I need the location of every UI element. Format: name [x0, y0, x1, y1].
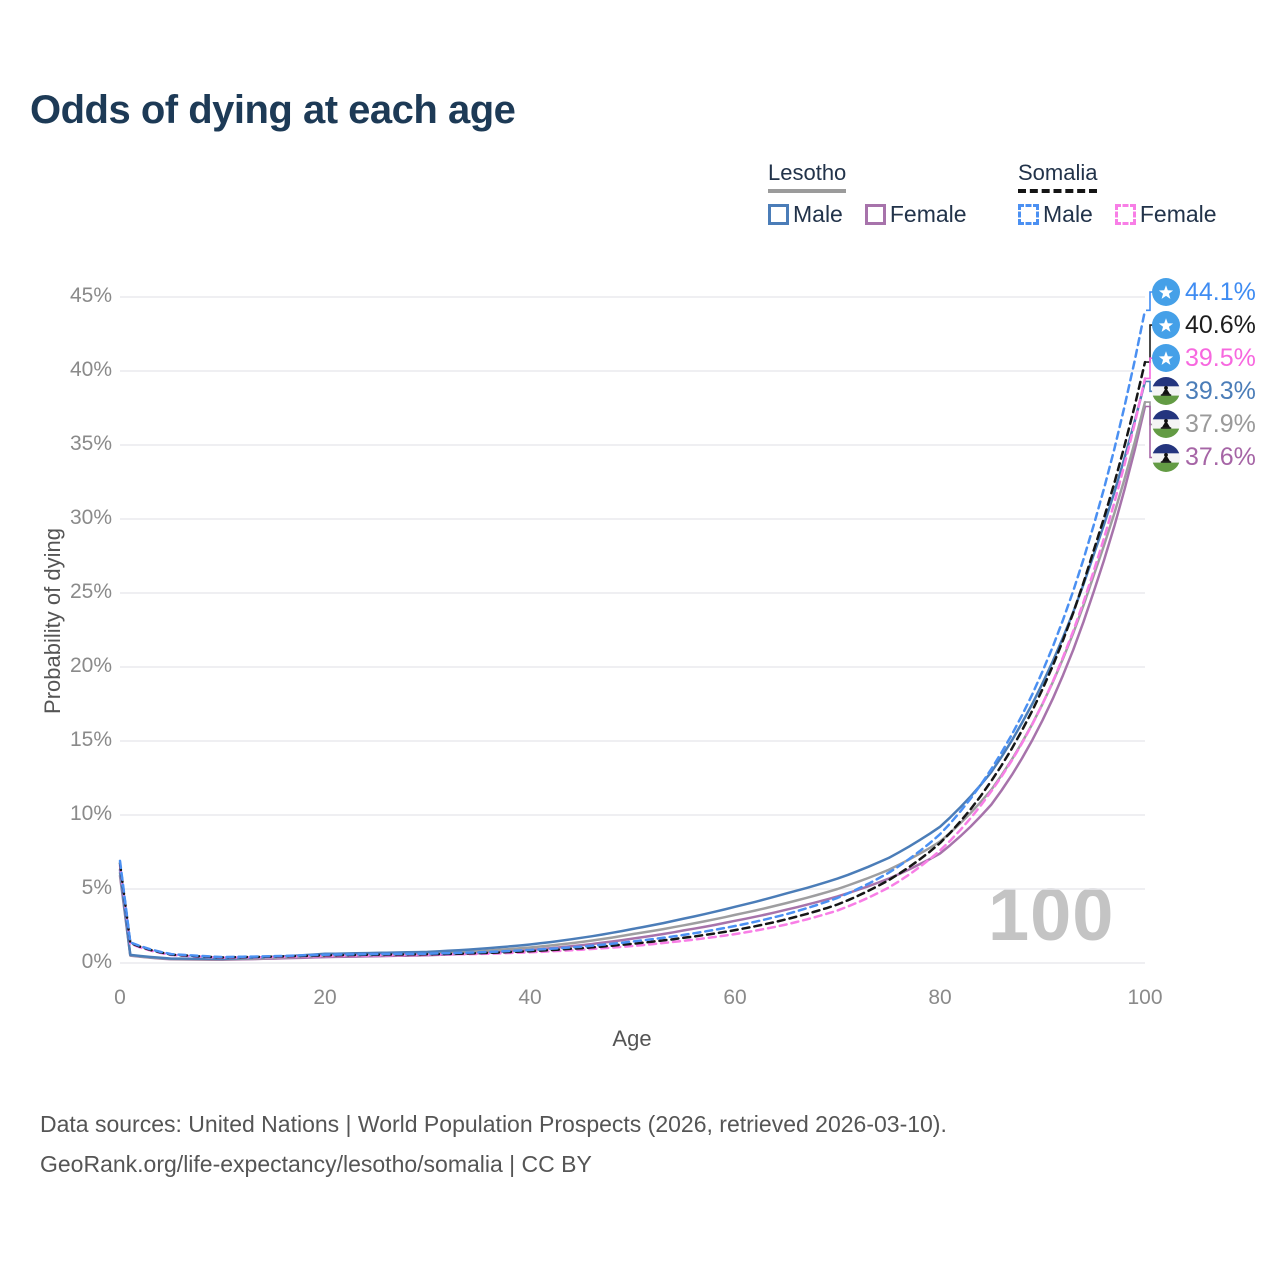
lesotho-flag-icon [1152, 377, 1180, 406]
lesotho-flag-icon [1152, 443, 1180, 472]
somalia-flag-icon [1152, 344, 1180, 373]
chart-legend: Lesotho Male Female Somalia Male Female [0, 160, 1280, 240]
legend-label-lesotho-female[interactable]: Female [889, 201, 967, 227]
y-tick-label: 15% [69, 728, 112, 751]
legend-label-somalia-female[interactable]: Female [1139, 201, 1217, 227]
end-label-lesotho-both: 37.9% [1152, 409, 1256, 439]
end-label-value: 40.6% [1185, 310, 1256, 339]
series-line-somalia-male[interactable] [118, 309, 1147, 959]
x-tick-label: 60 [723, 986, 747, 1009]
lesotho-flag-icon [1152, 410, 1180, 439]
end-label-value: 37.9% [1185, 409, 1256, 438]
legend-country-lesotho[interactable]: Lesotho [768, 160, 847, 193]
series-line-somalia-female[interactable] [118, 377, 1147, 959]
y-tick-label: 35% [69, 432, 112, 455]
legend-group-lesotho: Lesotho Male Female [768, 160, 967, 228]
somalia-flag-icon [1152, 311, 1180, 340]
legend-label-lesotho-male[interactable]: Male [793, 201, 843, 227]
legend-swatch-lesotho-male[interactable] [768, 204, 789, 225]
legend-group-somalia: Somalia Male Female [1018, 160, 1217, 228]
end-label-lesotho-female: 37.6% [1152, 443, 1256, 472]
x-tick-label: 100 [1127, 986, 1163, 1009]
end-label-value: 39.5% [1185, 343, 1256, 372]
x-tick-label: 20 [313, 986, 337, 1009]
end-label-somalia-both: 40.6% [1152, 310, 1256, 340]
y-tick-label: 45% [69, 284, 112, 307]
x-axis-title: Age [612, 1026, 652, 1051]
end-label-value: 44.1% [1185, 277, 1256, 306]
legend-swatch-somalia-male[interactable] [1018, 204, 1039, 225]
y-axis-title: Probability of dying [40, 528, 65, 714]
page-title: Odds of dying at each age [30, 88, 516, 132]
series-line-somalia-both[interactable] [118, 360, 1147, 959]
end-label-lesotho-male: 39.3% [1152, 376, 1256, 406]
y-tick-label: 20% [69, 654, 112, 677]
legend-swatch-lesotho-female[interactable] [864, 204, 886, 225]
somalia-flag-icon [1152, 278, 1180, 306]
y-tick-label: 5% [81, 876, 112, 899]
footer-data-sources: Data sources: United Nations | World Pop… [40, 1111, 947, 1137]
end-label-value: 39.3% [1185, 376, 1256, 405]
end-label-value: 37.6% [1185, 443, 1256, 471]
legend-swatch-somalia-female[interactable] [1114, 204, 1136, 225]
y-tick-label: 0% [81, 950, 112, 973]
y-tick-label: 30% [69, 506, 112, 529]
x-tick-label: 0 [114, 986, 126, 1009]
footer: Data sources: United Nations | World Pop… [40, 1104, 947, 1184]
y-tick-label: 25% [69, 580, 112, 603]
end-label-somalia-male: 44.1% [1152, 278, 1256, 306]
x-tick-label: 40 [518, 986, 542, 1009]
legend-country-somalia[interactable]: Somalia [1018, 160, 1098, 193]
footer-attribution: GeoRank.org/life-expectancy/lesotho/soma… [40, 1151, 592, 1177]
end-label-somalia-female: 39.5% [1152, 343, 1256, 373]
y-tick-label: 10% [69, 802, 112, 825]
watermark-age-100: 100 [988, 873, 1115, 956]
x-tick-label: 80 [928, 986, 952, 1009]
legend-label-somalia-male[interactable]: Male [1043, 201, 1093, 227]
y-tick-label: 40% [69, 358, 112, 381]
